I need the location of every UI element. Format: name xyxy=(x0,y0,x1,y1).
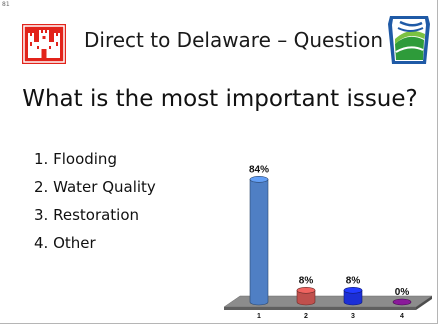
option-item: 3. Restoration xyxy=(34,206,140,224)
slide-number: 81 xyxy=(2,1,10,8)
chart-floor-side xyxy=(416,296,432,310)
bar-top xyxy=(249,176,269,183)
answer-options: 1. Flooding 2. Water Quality 3. Restorat… xyxy=(34,148,156,260)
bar xyxy=(343,290,363,306)
bar xyxy=(249,179,269,306)
bar xyxy=(296,290,316,306)
data-label: 8% xyxy=(299,275,314,286)
bar xyxy=(392,298,412,306)
castle-logo xyxy=(22,24,66,64)
x-tick-label: 4 xyxy=(400,313,404,320)
x-tick-label: 2 xyxy=(304,313,308,320)
question-heading: What is the most important issue? xyxy=(22,86,418,112)
data-label: 84% xyxy=(249,164,269,175)
slide-title: Direct to Delaware – Question 1 xyxy=(84,28,403,52)
keystone-logo xyxy=(388,16,430,64)
option-item: 2. Water Quality xyxy=(34,178,156,196)
option-item: 1. Flooding xyxy=(34,150,117,168)
option-item: 4. Other xyxy=(34,234,96,252)
bar-chart: 84% 1 8% 2 8% 3 0% 4 xyxy=(223,164,433,320)
x-tick-label: 3 xyxy=(351,313,355,320)
bar-top xyxy=(296,287,316,294)
chart-floor-edge xyxy=(224,307,416,310)
x-tick-label: 1 xyxy=(257,313,261,320)
data-label: 0% xyxy=(395,287,410,298)
data-label: 8% xyxy=(346,275,361,286)
bar-top xyxy=(343,287,363,294)
